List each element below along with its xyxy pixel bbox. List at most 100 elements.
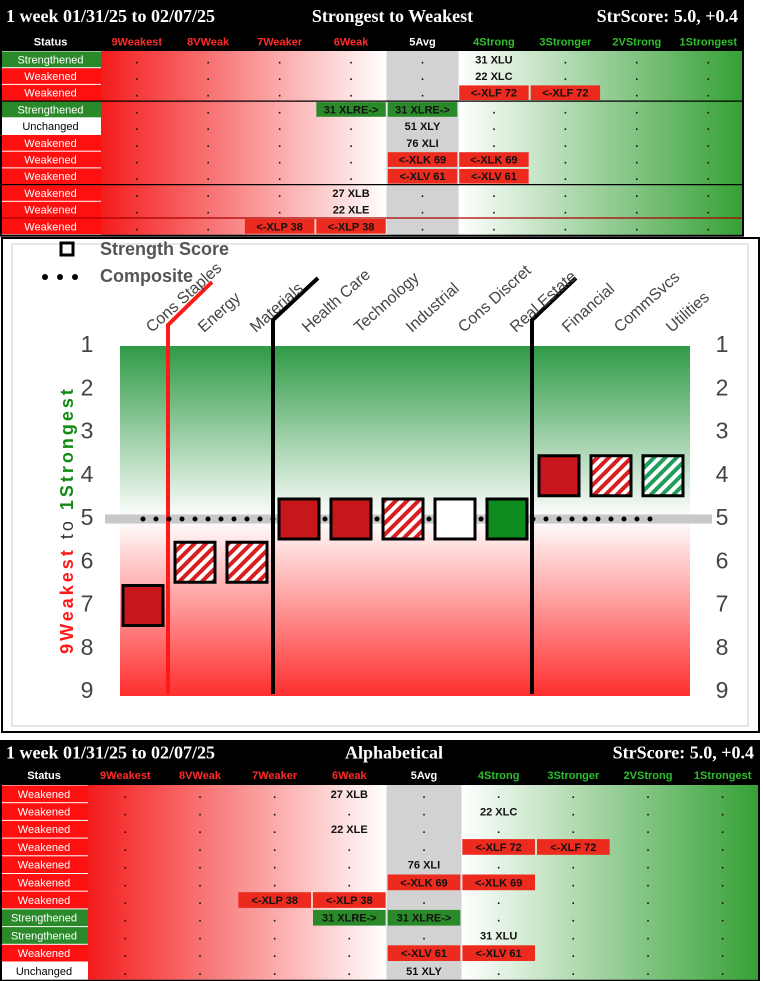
cell: <-XLK 69 <box>470 154 517 166</box>
cell: . <box>721 824 724 836</box>
cell: . <box>421 71 424 83</box>
table-title: StrScore: 5.0, +0.4 <box>613 743 754 763</box>
cell: <-XLP 38 <box>326 895 373 907</box>
table-body <box>101 51 744 235</box>
cell: . <box>124 806 127 818</box>
status-cell <box>1 803 88 820</box>
cell: . <box>572 806 575 818</box>
cell: <-XLF 72 <box>476 842 522 854</box>
cell: . <box>721 948 724 960</box>
cell: . <box>348 966 351 978</box>
status-label: Strengthened <box>17 54 83 66</box>
y-axis-label: 9Weakest to 1Strongest <box>57 386 77 654</box>
y-tick-label: 4 <box>716 461 729 487</box>
status-cell <box>1 101 101 118</box>
cell: . <box>492 138 495 150</box>
cell: 76 XLI <box>406 138 438 150</box>
status-cell <box>1 51 101 68</box>
table-title: Alphabetical <box>345 743 443 763</box>
cell: . <box>350 138 353 150</box>
cell: <-XLV 61 <box>476 948 522 960</box>
cell: . <box>564 154 567 166</box>
cell-highlight <box>387 945 461 961</box>
cell-highlight <box>387 152 458 167</box>
cell: . <box>646 824 649 836</box>
cell: . <box>707 138 710 150</box>
column-header: 9Weakest <box>111 36 162 48</box>
cell: . <box>348 877 351 889</box>
cell-highlight <box>537 839 610 855</box>
cell: . <box>635 121 638 133</box>
status-label: Weakened <box>24 88 76 100</box>
strength-square <box>277 497 321 541</box>
cell: . <box>278 171 281 183</box>
strength-square <box>381 497 425 541</box>
column-header: 4Strong <box>473 36 515 48</box>
cell: . <box>635 54 638 66</box>
column-header: 7Weaker <box>257 36 303 48</box>
cell: . <box>564 71 567 83</box>
status-label: Weakened <box>18 877 70 889</box>
cell: . <box>422 842 425 854</box>
cell: . <box>198 966 201 978</box>
cell: . <box>273 806 276 818</box>
cell: . <box>497 860 500 872</box>
cell: <-XLK 69 <box>475 877 522 889</box>
status-cell <box>1 135 101 151</box>
cell: 31 XLU <box>475 54 512 66</box>
cell: <-XLK 69 <box>399 154 446 166</box>
cell: . <box>198 877 201 889</box>
cell: . <box>207 54 210 66</box>
cell-highlight <box>459 152 529 167</box>
cell: . <box>421 205 424 217</box>
status-label: Weakened <box>24 71 76 83</box>
status-label: Strengthened <box>11 913 77 925</box>
cell: . <box>564 171 567 183</box>
y-tick-label: 8 <box>716 634 729 660</box>
cell: . <box>135 188 138 200</box>
status-cell <box>1 168 101 185</box>
cell-highlight <box>387 102 458 117</box>
cell: 31 XLRE-> <box>395 104 450 116</box>
cell: . <box>635 71 638 83</box>
cell: . <box>572 948 575 960</box>
cell: . <box>273 966 276 978</box>
cell: . <box>421 88 424 100</box>
table-title: 1 week 01/31/25 to 02/07/25 <box>6 743 215 763</box>
cell: <-XLP 38 <box>256 221 303 233</box>
cell: . <box>572 913 575 925</box>
cell: . <box>273 860 276 872</box>
cell: . <box>124 895 127 907</box>
status-label: Strengthened <box>17 104 83 116</box>
legend-label: Composite <box>100 266 193 286</box>
cell: . <box>646 789 649 801</box>
cell: . <box>721 842 724 854</box>
cell: . <box>278 154 281 166</box>
cell-highlight <box>462 839 535 855</box>
cell: . <box>421 54 424 66</box>
status-cell <box>1 185 101 201</box>
cell: . <box>492 104 495 116</box>
y-tick-label: 4 <box>81 461 94 487</box>
cell: . <box>207 221 210 233</box>
y-tick-label: 5 <box>716 504 729 530</box>
cell: . <box>348 948 351 960</box>
strength-square <box>121 584 165 627</box>
cell-highlight <box>316 219 386 234</box>
cell: <-XLF 72 <box>550 842 596 854</box>
cell: 27 XLB <box>331 789 368 801</box>
column-header: 8VWeak <box>187 36 230 48</box>
status-label: Weakened <box>18 789 70 801</box>
status-label: Weakened <box>24 221 76 233</box>
cell: . <box>207 121 210 133</box>
cell: . <box>348 842 351 854</box>
cell: . <box>124 966 127 978</box>
cell: . <box>348 806 351 818</box>
cell: . <box>422 895 425 907</box>
status-label: Weakened <box>24 171 76 183</box>
cell-highlight <box>244 219 315 234</box>
cell: . <box>278 121 281 133</box>
cell: <-XLV 61 <box>471 171 517 183</box>
status-label: Weakened <box>18 948 70 960</box>
cell: . <box>492 221 495 233</box>
